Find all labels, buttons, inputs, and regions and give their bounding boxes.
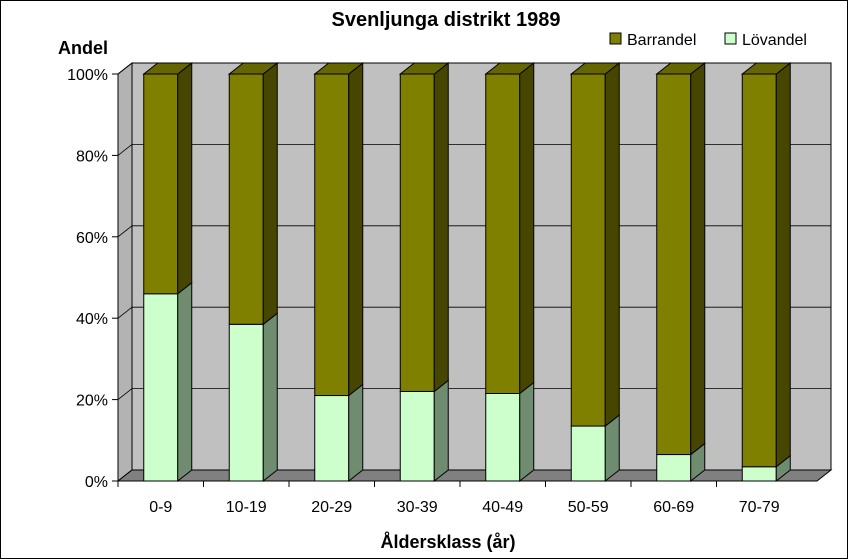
bar-front xyxy=(314,73,350,397)
bar-front xyxy=(570,73,606,427)
x-tick-label: 60-69 xyxy=(653,499,694,516)
x-tick-label: 30-39 xyxy=(397,499,438,516)
bar-segment-lövandel xyxy=(314,383,364,483)
bar-front xyxy=(570,425,606,482)
y-tick-label: 20% xyxy=(76,393,108,410)
x-tick-label: 50-59 xyxy=(568,499,609,516)
bar-top xyxy=(569,62,621,75)
legend-label: Lövandel xyxy=(742,32,807,49)
x-tick-label: 40-49 xyxy=(482,499,523,516)
bar-segment-barrandel xyxy=(227,61,279,326)
bar-front xyxy=(656,454,692,482)
bar-front xyxy=(143,73,179,295)
legend-swatch xyxy=(724,32,737,45)
bars-group xyxy=(142,61,792,483)
bar-front xyxy=(143,293,179,482)
bar-front xyxy=(485,73,521,394)
bar-top xyxy=(398,62,450,75)
bar-side xyxy=(519,381,535,483)
bar-side xyxy=(348,383,364,483)
bar-top xyxy=(142,62,194,75)
chart-title: Svenljunga distrikt 1989 xyxy=(332,9,561,31)
bar-top xyxy=(313,62,365,75)
bar-side xyxy=(262,312,278,483)
bar-segment-barrandel xyxy=(655,61,707,456)
bar-side xyxy=(690,61,706,456)
bar-segment-lövandel xyxy=(656,442,706,483)
bar-segment-barrandel xyxy=(398,61,450,393)
bar-front xyxy=(228,73,264,325)
bar-side xyxy=(348,61,364,397)
bar-segment-lövandel xyxy=(143,281,193,483)
bar-segment-barrandel xyxy=(142,61,194,295)
side-wall xyxy=(117,61,133,483)
axes-group: 0% 20% 40% 60% 80% 100% 0-9 10-19 20-29 30-39 40-4… xyxy=(67,67,817,516)
y-tick-label: 100% xyxy=(67,67,108,84)
bar-segment-barrandel xyxy=(740,61,792,468)
bar-segment-barrandel xyxy=(484,61,536,395)
y-tick-label: 60% xyxy=(76,230,108,247)
legend: Barrandel Lövandel xyxy=(609,32,807,49)
bar-top xyxy=(484,62,536,75)
x-tick-label: 70-79 xyxy=(739,499,780,516)
bar-side xyxy=(177,281,193,483)
floor xyxy=(116,469,833,482)
bar-top xyxy=(227,62,279,75)
bar-side xyxy=(177,61,193,295)
bar-segment-lövandel xyxy=(228,312,278,483)
bar-top xyxy=(655,62,707,75)
bar-side xyxy=(519,61,535,395)
bar-segment-lövandel xyxy=(399,379,449,483)
plot-area xyxy=(116,61,833,483)
bar-front xyxy=(741,466,777,482)
x-axis-label: Åldersklass (år) xyxy=(380,532,515,552)
x-tick-label: 20-29 xyxy=(311,499,352,516)
bar-front xyxy=(314,395,350,482)
bar-segment-lövandel xyxy=(485,381,535,483)
bar-side xyxy=(433,379,449,483)
bar-front xyxy=(399,390,435,482)
bar-front xyxy=(228,323,264,482)
bar-front xyxy=(399,73,435,392)
bar-side xyxy=(433,61,449,393)
bar-segment-lövandel xyxy=(570,414,620,483)
y-tick-label: 80% xyxy=(76,148,108,165)
legend-label: Barrandel xyxy=(627,32,696,49)
bar-front xyxy=(485,392,521,482)
bar-segment-barrandel xyxy=(569,61,621,428)
bar-front xyxy=(656,73,692,456)
bar-side xyxy=(262,61,278,326)
bar-side xyxy=(604,61,620,428)
x-tick-label: 0-9 xyxy=(149,499,172,516)
bar-segment-barrandel xyxy=(313,61,365,397)
x-tick-label: 10-19 xyxy=(226,499,267,516)
y-tick-label: 40% xyxy=(76,311,108,328)
bar-front xyxy=(741,73,777,468)
legend-swatch xyxy=(609,32,622,45)
bar-top xyxy=(740,62,792,75)
y-axis-label: Andel xyxy=(58,38,108,58)
y-tick-label: 0% xyxy=(85,474,108,491)
bar-side xyxy=(775,61,791,468)
